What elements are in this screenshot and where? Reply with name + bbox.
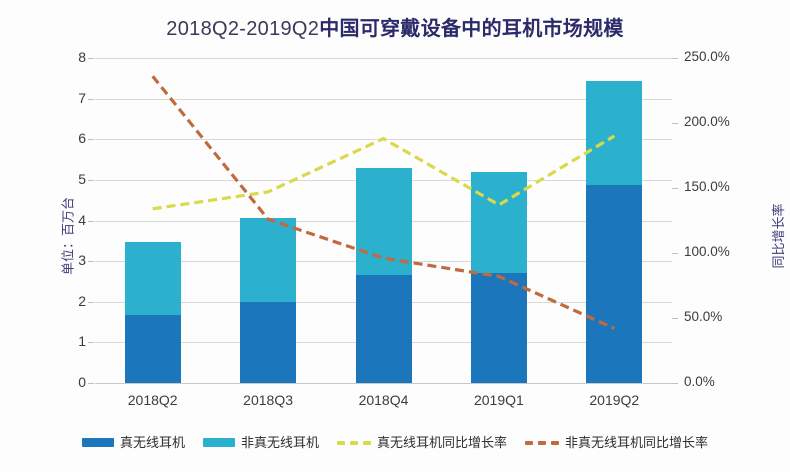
chart-legend: 真无线耳机 非真无线耳机 真无线耳机同比增长率 非真无线耳机同比增长率 <box>0 436 790 449</box>
legend-item[interactable]: 真无线耳机 <box>81 435 185 450</box>
axis-tick-left <box>88 301 94 303</box>
axis-tick-left <box>88 342 94 344</box>
bar-segment[interactable] <box>355 274 412 383</box>
y-tick-label-right: 100.0% <box>684 244 730 259</box>
y-tick-label-left: 8 <box>78 49 86 65</box>
x-tick-label: 2018Q3 <box>243 392 293 408</box>
y-tick-label-left: 6 <box>78 130 86 147</box>
legend-label: 真无线耳机同比增长率 <box>377 435 508 450</box>
legend-label: 真无线耳机 <box>119 435 185 450</box>
axis-tick-left <box>88 139 94 141</box>
bar-segment[interactable] <box>470 171 527 273</box>
y-tick-label-left: 7 <box>78 89 86 106</box>
axis-tick-left <box>88 179 94 181</box>
legend-dash-icon <box>525 440 560 445</box>
legend-item[interactable]: 真无线耳机同比增长率 <box>337 436 507 449</box>
bar-segment[interactable] <box>355 167 412 275</box>
chart-title-cjk: 中国可穿戴设备中的耳机市场规模 <box>319 18 624 40</box>
x-tick-label: 2019Q2 <box>589 392 640 408</box>
axis-tick-left <box>88 98 94 100</box>
y-tick-label-left: 2 <box>78 292 86 309</box>
y-tick-label-right: 200.0% <box>684 114 730 129</box>
axis-tick-left <box>88 261 94 263</box>
axis-tick-left <box>88 220 94 222</box>
legend-label: 非真无线耳机 <box>240 435 319 450</box>
axis-tick-left <box>88 58 94 59</box>
axis-tick-left <box>88 383 94 384</box>
bar-segment[interactable] <box>124 315 181 383</box>
bar-group[interactable] <box>586 58 643 383</box>
bar-segment[interactable] <box>586 185 643 383</box>
y-tick-label-left: 3 <box>78 252 86 269</box>
axis-tick-right <box>672 318 678 319</box>
y-tick-label-right: 150.0% <box>684 179 730 194</box>
legend-label: 非真无线耳机同比增长率 <box>565 435 709 450</box>
gridline <box>95 383 672 384</box>
y-tick-label-right: 50.0% <box>684 309 723 324</box>
plot-area <box>88 58 678 384</box>
bar-group[interactable] <box>355 58 412 383</box>
gridline <box>95 58 672 59</box>
y-tick-label-left: 5 <box>78 170 86 187</box>
y-axis-left-ticks: 0 1 2 3 4 5 6 7 8 <box>56 0 86 472</box>
legend-dash-icon <box>337 440 371 445</box>
axis-tick-right <box>672 58 678 59</box>
bar-segment[interactable] <box>586 81 643 186</box>
y-tick-label-right: 250.0% <box>684 49 730 64</box>
chart-title-latin: 2018Q2-2019Q2 <box>166 18 320 40</box>
bar-group[interactable] <box>240 58 297 383</box>
bar-segment[interactable] <box>124 241 181 316</box>
bar-group[interactable] <box>470 58 527 383</box>
bar-segment[interactable] <box>470 272 527 383</box>
x-tick-label: 2018Q2 <box>127 392 178 408</box>
bar-segment[interactable] <box>240 218 297 302</box>
y-tick-label-right: 0.0% <box>684 374 715 389</box>
x-tick-label: 2018Q4 <box>358 392 409 408</box>
legend-swatch-icon <box>81 438 114 447</box>
y-axis-right-ticks: 0.0% 50.0% 100.0% 150.0% 200.0% 250.0% <box>684 0 742 472</box>
y-tick-label-left: 1 <box>78 333 86 350</box>
bar-segment[interactable] <box>240 301 297 383</box>
axis-tick-right <box>672 383 678 384</box>
x-tick-label: 2019Q1 <box>473 392 524 408</box>
legend-item[interactable]: 非真无线耳机同比增长率 <box>525 436 708 449</box>
y-tick-label-left: 0 <box>78 374 86 390</box>
axis-tick-right <box>672 253 678 254</box>
axis-tick-right <box>672 123 678 124</box>
y-axis-right-title: 同比增长率 <box>771 203 787 269</box>
chart-title: 2018Q2-2019Q2中国可穿戴设备中的耳机市场规模 <box>0 12 790 41</box>
axis-tick-right <box>672 188 678 189</box>
legend-swatch-icon <box>202 438 235 447</box>
legend-item[interactable]: 非真无线耳机 <box>202 435 319 450</box>
y-tick-label-left: 4 <box>78 211 86 228</box>
bar-group[interactable] <box>124 58 181 383</box>
